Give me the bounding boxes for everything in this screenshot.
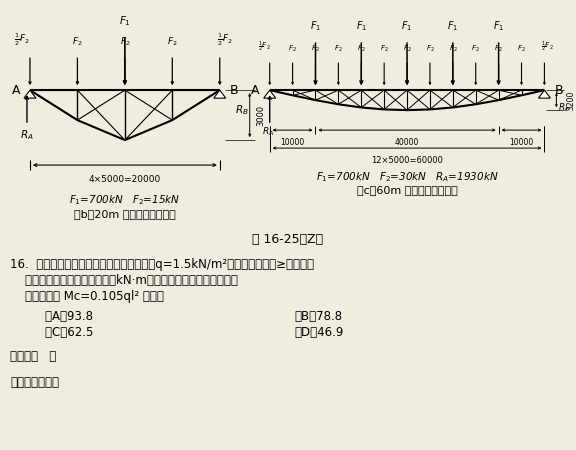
Text: $F_2$: $F_2$	[357, 44, 366, 54]
Text: $F_1$: $F_1$	[447, 19, 458, 33]
Polygon shape	[539, 90, 551, 98]
Text: 12×5000=60000: 12×5000=60000	[371, 156, 443, 165]
Text: A: A	[12, 84, 20, 97]
Text: $F_2$: $F_2$	[167, 36, 177, 48]
Text: $F_2$: $F_2$	[288, 44, 297, 54]
Text: B: B	[230, 84, 238, 97]
Text: $F_2$: $F_2$	[471, 44, 480, 54]
Text: 答案：（   ）: 答案：（ ）	[10, 350, 56, 363]
Text: $R_A$: $R_A$	[20, 128, 34, 142]
Text: $F_2$: $F_2$	[517, 44, 526, 54]
Text: （D）46.9: （D）46.9	[295, 326, 344, 339]
Text: $F_2$: $F_2$	[380, 44, 388, 54]
Text: $F_2$: $F_2$	[334, 44, 343, 54]
Text: $F_2$: $F_2$	[426, 44, 434, 54]
Text: 10000: 10000	[281, 138, 305, 147]
Text: $F_1$: $F_1$	[493, 19, 504, 33]
Text: 续檩条支座最大弯矩设计值（kN·m）与下列何项数值最为接近？: 续檩条支座最大弯矩设计值（kN·m）与下列何项数值最为接近？	[10, 274, 238, 287]
Text: $R_B$: $R_B$	[235, 103, 248, 117]
Text: $F_2$: $F_2$	[449, 44, 457, 54]
Text: $F_1$=700kN   $F_2$=30kN   $R_A$=1930kN: $F_1$=700kN $F_2$=30kN $R_A$=1930kN	[316, 170, 498, 184]
Text: 3200: 3200	[566, 90, 575, 110]
Text: $F_1$: $F_1$	[355, 19, 367, 33]
Polygon shape	[24, 90, 36, 98]
Polygon shape	[264, 90, 276, 98]
Text: （A）93.8: （A）93.8	[30, 310, 93, 323]
Text: A: A	[251, 84, 260, 97]
Text: 4×5000=20000: 4×5000=20000	[89, 175, 161, 184]
Text: $F_2$: $F_2$	[120, 36, 130, 48]
Text: $R_A$: $R_A$	[262, 126, 274, 138]
Text: 16.  屋面均布荷载设计值（包括檩条自重）q=1.5kN/m²。试问，多跨（≥五跨）连: 16. 屋面均布荷载设计值（包括檩条自重）q=1.5kN/m²。试问，多跨（≥五…	[10, 258, 314, 271]
Text: 提示：可按 Mc=0.105ql² 计算。: 提示：可按 Mc=0.105ql² 计算。	[10, 290, 164, 303]
Text: B: B	[554, 84, 563, 97]
Text: （b）20m 跨度托架计算简图: （b）20m 跨度托架计算简图	[74, 209, 176, 219]
Polygon shape	[214, 90, 226, 98]
Text: 10000: 10000	[509, 138, 533, 147]
Text: $F_1$: $F_1$	[310, 19, 321, 33]
Text: （B）78.8: （B）78.8	[295, 310, 343, 323]
Text: $F_1$: $F_1$	[401, 19, 412, 33]
Text: $F_1$: $F_1$	[119, 14, 131, 28]
Text: $\frac{1}{2}F_2$: $\frac{1}{2}F_2$	[217, 32, 233, 48]
Text: 主要作答过程：: 主要作答过程：	[10, 376, 59, 389]
Text: 3000: 3000	[257, 104, 266, 126]
Text: $\frac{1}{2}F_2$: $\frac{1}{2}F_2$	[259, 40, 271, 54]
Text: （C）62.5: （C）62.5	[30, 326, 93, 339]
Text: $F_2$: $F_2$	[403, 44, 411, 54]
Text: $F_1$=700kN   $F_2$=15kN: $F_1$=700kN $F_2$=15kN	[69, 193, 180, 207]
Text: $\frac{1}{2}F_2$: $\frac{1}{2}F_2$	[541, 40, 554, 54]
Text: $F_2$: $F_2$	[494, 44, 503, 54]
Text: $F_2$: $F_2$	[311, 44, 320, 54]
Text: $R_B$: $R_B$	[558, 102, 571, 114]
Text: 图 16-25（Z）: 图 16-25（Z）	[252, 233, 323, 246]
Text: （c）60m 跨度托架计算简图: （c）60m 跨度托架计算简图	[357, 185, 457, 195]
Text: $\frac{1}{2}F_2$: $\frac{1}{2}F_2$	[14, 32, 30, 48]
Text: 40000: 40000	[395, 138, 419, 147]
Text: $F_2$: $F_2$	[72, 36, 83, 48]
